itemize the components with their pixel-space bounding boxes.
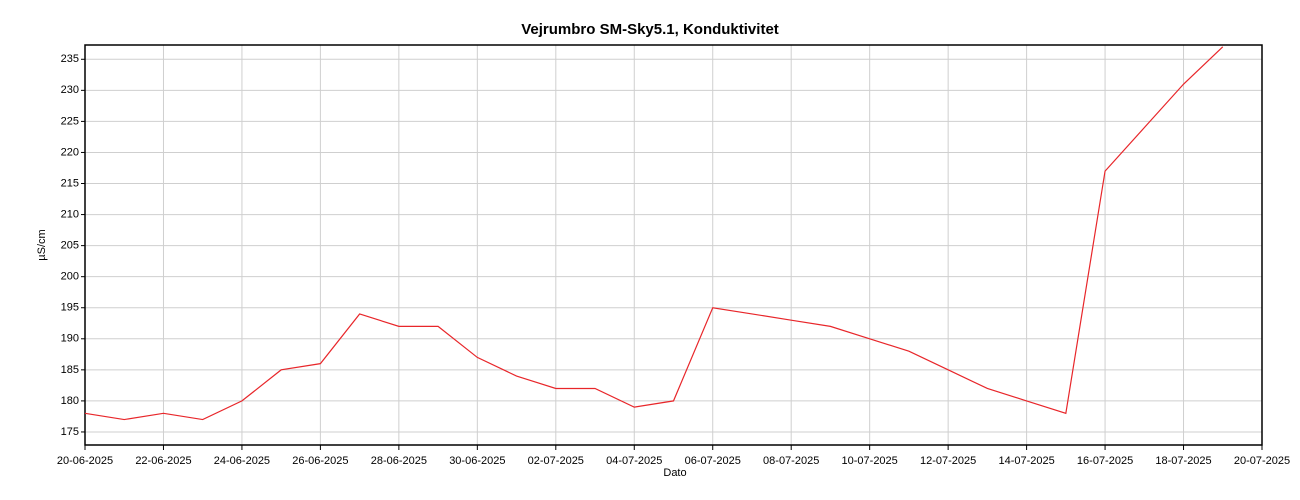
x-tick-label: 24-06-2025 [214,455,270,467]
x-tick-label: 14-07-2025 [998,455,1054,467]
x-axis-label: Dato [663,467,686,479]
x-tick-label: 16-07-2025 [1077,455,1133,467]
y-tick-label: 190 [61,333,79,345]
y-tick-label: 215 [61,177,79,189]
x-tick-label: 22-06-2025 [135,455,191,467]
x-tick-label: 18-07-2025 [1155,455,1211,467]
y-tick-label: 175 [61,426,79,438]
data-line [84,46,1224,421]
x-tick-label: 10-07-2025 [842,455,898,467]
x-tick-label: 20-07-2025 [1234,455,1290,467]
chart-title: Vejrumbro SM-Sky5.1, Konduktivitet [521,21,779,38]
y-tick-label: 200 [61,271,79,283]
plot-frame [84,44,1263,446]
y-tick-label: 230 [61,84,79,96]
x-tick-label: 12-07-2025 [920,455,976,467]
x-tick-label: 26-06-2025 [292,455,348,467]
y-tick-label: 210 [61,208,79,220]
x-tick-label: 02-07-2025 [528,455,584,467]
x-tick-label: 30-06-2025 [449,455,505,467]
y-tick-label: 205 [61,240,79,252]
x-tick-label: 04-07-2025 [606,455,662,467]
y-tick-label: 195 [61,302,79,314]
y-axis-label: µS/cm [36,229,48,260]
x-tick-label: 06-07-2025 [685,455,741,467]
y-tick-label: 185 [61,364,79,376]
y-tick-label: 220 [61,146,79,158]
y-tick-label: 225 [61,115,79,127]
x-tick-label: 28-06-2025 [371,455,427,467]
x-tick-label: 08-07-2025 [763,455,819,467]
y-tick-label: 180 [61,395,79,407]
x-tick-label: 20-06-2025 [57,455,113,467]
y-tick-label: 235 [61,53,79,65]
